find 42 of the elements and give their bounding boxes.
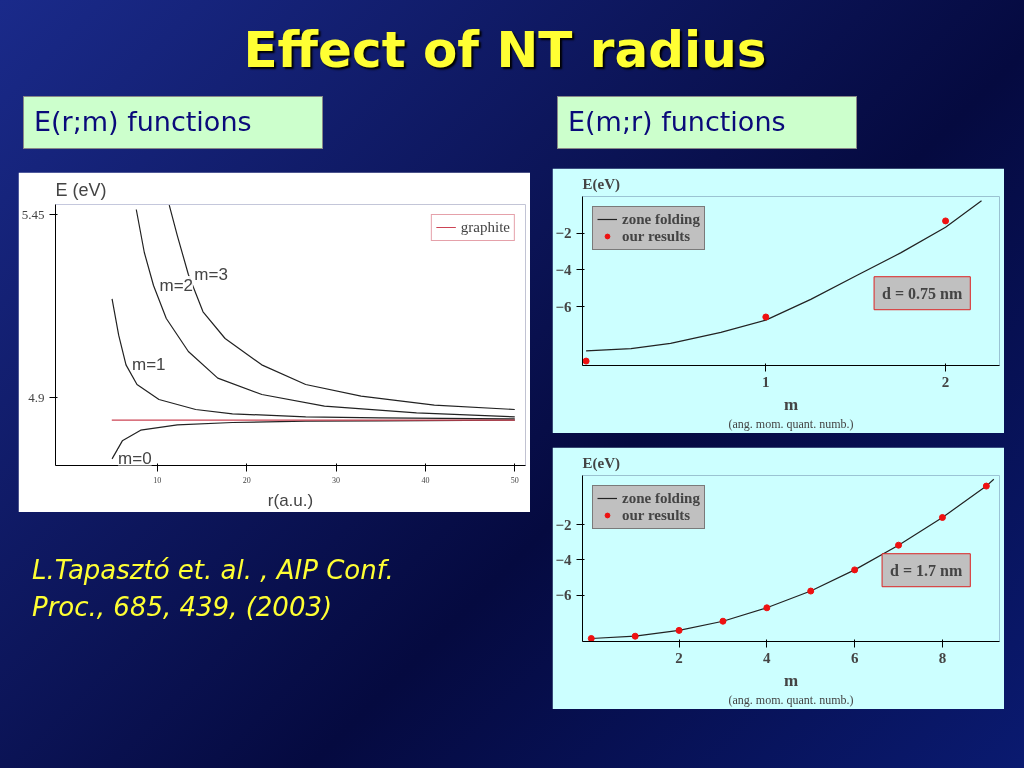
x-tick-label: 10 [153, 475, 162, 485]
annotation: d = 0.75 nm [882, 284, 963, 302]
legend-label: graphite [460, 218, 510, 236]
x-axis-title: m [783, 394, 799, 414]
y-axis-title: E (eV) [55, 179, 107, 200]
y-tick-label: −6 [555, 298, 572, 315]
x-tick-label: 2 [675, 649, 683, 666]
y-axis-title: E(eV) [582, 454, 620, 472]
x-axis-title: m [783, 670, 799, 690]
y-axis-title: E(eV) [582, 175, 620, 193]
annotation: m=2 [159, 275, 194, 295]
legend-label: zone folding [622, 489, 700, 507]
legend-label: zone folding [622, 210, 700, 228]
x-tick-label: 4 [763, 649, 772, 666]
annotation: m=1 [132, 355, 166, 375]
chart-subtitle: E(m;r) functions [568, 105, 786, 140]
x-tick-label: 30 [332, 475, 341, 485]
legend-label: our results [622, 227, 691, 245]
chart-title: Effect of NT radius [243, 20, 767, 81]
y-tick-label: −6 [555, 587, 572, 604]
chart-subtitle: E(r;m) functions [34, 105, 252, 140]
annotation: m=0 [118, 449, 152, 469]
y-tick-label: −2 [555, 225, 572, 242]
x-tick-label: 20 [242, 475, 251, 485]
y-tick-label: 5.45 [21, 206, 45, 222]
text: (ang. mom. quant. numb.) [728, 416, 854, 431]
text: (ang. mom. quant. numb.) [728, 692, 854, 707]
x-tick-label: 40 [421, 475, 430, 485]
x-tick-label: 50 [510, 475, 519, 485]
annotation: m=3 [194, 264, 228, 284]
text: L.Tapasztó et. al. , AIP Conf. Proc., 685, 439, (2003) [32, 554, 395, 625]
y-tick-label: 4.9 [28, 389, 45, 405]
x-tick-label: 8 [938, 649, 947, 666]
annotation: d = 1.7 nm [890, 561, 963, 579]
legend-label: our results [622, 506, 691, 524]
x-tick-label: 2 [941, 373, 950, 390]
x-tick-label: 6 [850, 649, 859, 666]
y-tick-label: −4 [555, 551, 572, 568]
x-axis-title: r(a.u.) [267, 490, 314, 510]
x-tick-label: 1 [762, 373, 770, 390]
y-tick-label: −4 [555, 261, 572, 278]
y-tick-label: −2 [555, 516, 572, 533]
